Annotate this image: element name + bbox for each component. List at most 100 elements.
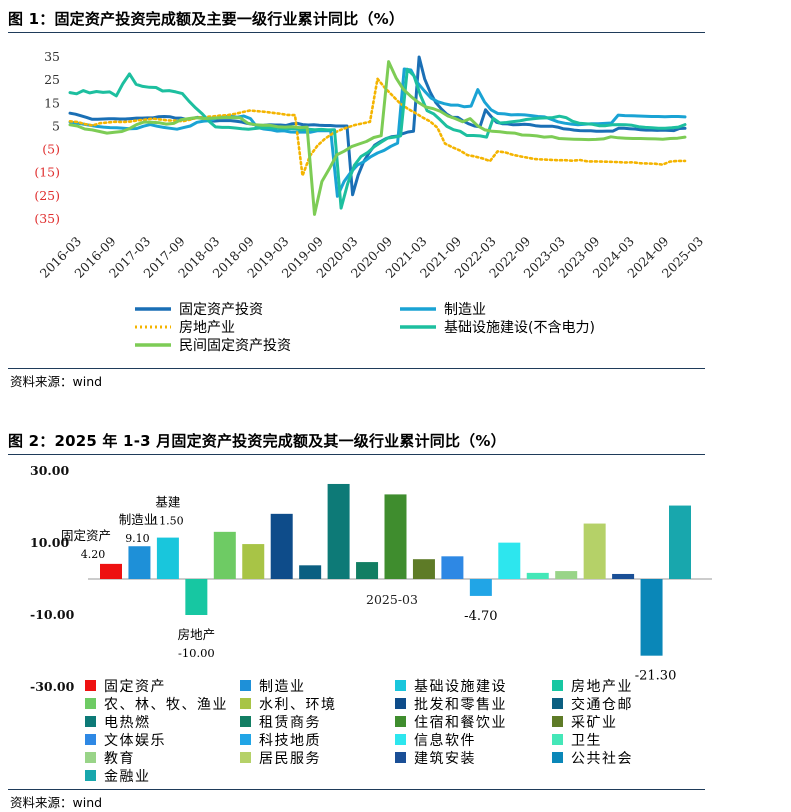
legend-label: 信息软件 (414, 732, 476, 749)
data-label-name: 房地产 (178, 627, 216, 642)
y-tick-label: -30.00 (30, 679, 75, 694)
legend-label: 基础设施建设(不含电力) (444, 319, 595, 336)
bar-9 (327, 483, 350, 579)
bar-3 (156, 537, 179, 579)
legend-swatch (85, 716, 96, 727)
figure-1-title: 图 1：固定资产投资完成额及主要一级行业累计同比（%） (8, 10, 405, 28)
legend-swatch (85, 680, 96, 691)
legend-swatch (240, 716, 251, 727)
legend-label: 制造业 (444, 302, 486, 318)
legend-label: 农、林、牧、渔业 (104, 697, 228, 713)
bar-7 (270, 513, 293, 579)
figure-2-bottom-rule (8, 789, 705, 790)
legend-label: 交通仓邮 (571, 696, 633, 713)
data-label-name: 固定资产 (61, 528, 111, 543)
legend-label: 金融业 (104, 769, 151, 785)
legend-label: 卫生 (571, 733, 602, 749)
legend-swatch (240, 698, 251, 709)
bar-8 (299, 565, 322, 579)
legend-swatch (552, 698, 563, 709)
legend-swatch (552, 734, 563, 745)
y-tick-label: 25 (44, 72, 60, 87)
legend-label: 租赁商务 (259, 715, 321, 731)
figure-1-bottom-rule (8, 368, 705, 369)
y-tick-label: (15) (34, 165, 60, 180)
legend-label: 基础设施建设 (414, 678, 507, 695)
bar-15 (498, 542, 521, 579)
y-tick-label: 35 (44, 49, 60, 64)
data-label-value: 11.50 (152, 515, 184, 528)
legend-label: 采矿业 (571, 715, 618, 731)
figure-1-source: 资料来源：wind (10, 374, 103, 389)
data-label-value: -4.70 (464, 609, 497, 624)
legend-swatch (85, 698, 96, 709)
legend-swatch (395, 752, 406, 763)
data-label-value: 4.20 (81, 548, 106, 561)
legend-label: 固定资产 (104, 679, 166, 695)
legend-label: 房地产业 (571, 679, 633, 695)
legend-swatch (552, 752, 563, 763)
series-line-5 (68, 60, 687, 216)
legend-label: 房地产业 (179, 320, 235, 336)
y-tick-label: 10.00 (30, 535, 69, 550)
legend-label: 制造业 (259, 679, 306, 695)
series-line-3 (68, 77, 687, 177)
series-line-2 (68, 67, 687, 198)
bar-13 (441, 556, 464, 579)
legend-label: 水利、环境 (259, 697, 337, 713)
figure-2-title: 图 2：2025 年 1-3 月固定资产投资完成额及其一级行业累计同比（%） (8, 432, 506, 450)
bar-11 (384, 494, 407, 579)
legend-swatch (85, 752, 96, 763)
legend-label: 电热燃 (104, 714, 151, 731)
legend-label: 居民服务 (259, 751, 321, 767)
legend-label: 建筑安装 (414, 751, 476, 767)
bar-10 (356, 562, 379, 579)
y-tick-label: (35) (34, 211, 60, 226)
series-line-4 (68, 67, 687, 210)
bar-16 (526, 572, 549, 579)
legend-label: 科技地质 (259, 733, 321, 749)
legend-swatch (85, 770, 96, 781)
legend-swatch (240, 680, 251, 691)
bar-2 (128, 546, 151, 579)
legend-swatch (552, 716, 563, 727)
legend-swatch (240, 752, 251, 763)
data-label-name: 制造业 (119, 512, 157, 527)
y-tick-label: (25) (34, 188, 60, 203)
bar-chart: 30.00 10.00 -10.00 -30.00 2025-03 固定资产 4.20 制造业… (30, 463, 712, 785)
legend-label: 批发和零售业 (414, 697, 507, 713)
legend-label: 教育 (104, 751, 135, 767)
legend-swatch (395, 716, 406, 727)
bar-21 (669, 505, 691, 579)
x-axis-label: 2025-03 (366, 592, 418, 607)
legend-swatch (85, 734, 96, 745)
bar-1 (100, 563, 122, 579)
y-tick-label: (5) (42, 142, 60, 157)
data-label-value: 9.10 (125, 532, 150, 545)
figure-2-source: 资料来源：wind (10, 795, 103, 810)
bar-17 (555, 571, 578, 579)
legend-swatch (395, 734, 406, 745)
legend-label: 文体娱乐 (104, 733, 166, 749)
bar-20 (640, 579, 663, 656)
y-tick-label: -10.00 (30, 607, 75, 622)
bar-5 (213, 531, 236, 579)
legend-swatch (395, 698, 406, 709)
bar-12 (412, 559, 435, 579)
bar-19 (612, 573, 635, 579)
line-chart: 3525155(5)(15)(25)(35)2016-032016-092017… (34, 49, 706, 354)
legend-label: 公共社会 (571, 751, 633, 767)
legend-swatch (395, 680, 406, 691)
bar-18 (583, 523, 606, 579)
figure-2-top-rule (8, 454, 705, 455)
data-label-name: 基建 (155, 495, 181, 510)
legend-swatch (240, 734, 251, 745)
legend-label: 民间固定资产投资 (179, 338, 291, 354)
data-label-value: -10.00 (178, 646, 215, 660)
bar-4 (185, 579, 208, 615)
figure-1-top-rule (8, 32, 705, 33)
legend-label: 固定资产投资 (179, 302, 263, 318)
bar-14 (469, 579, 492, 596)
legend-label: 住宿和餐饮业 (414, 714, 507, 731)
y-tick-label: 15 (44, 95, 60, 110)
